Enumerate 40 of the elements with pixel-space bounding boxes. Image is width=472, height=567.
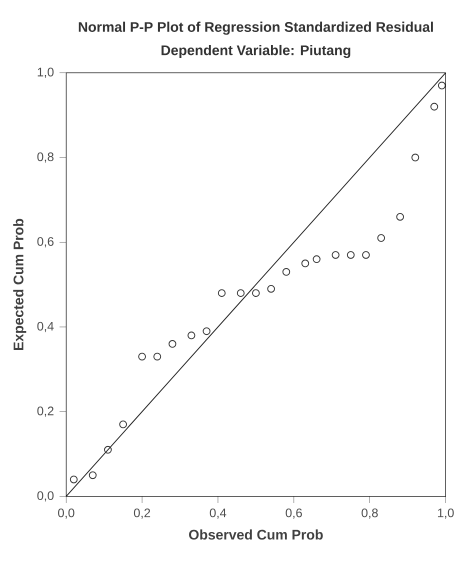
point	[282, 268, 290, 276]
point	[301, 260, 310, 268]
point	[119, 420, 127, 428]
point	[187, 332, 196, 340]
point	[267, 284, 275, 293]
x-axis-title: Observed Cum Prob	[188, 529, 323, 540]
point	[312, 255, 320, 264]
point	[346, 251, 355, 259]
x-tick-label: 0,8	[362, 508, 378, 519]
point	[377, 234, 385, 242]
x-tick-label: 0,2	[134, 508, 150, 519]
point	[236, 289, 245, 297]
x-tick-label: 0,6	[286, 508, 302, 519]
point	[332, 251, 340, 259]
y-tick-label: 0,4	[37, 322, 54, 332]
point	[138, 352, 146, 360]
point	[202, 327, 210, 336]
point	[438, 82, 446, 90]
point	[104, 446, 112, 454]
x-tick-label: 1,0	[438, 508, 454, 519]
point	[218, 289, 226, 297]
point	[252, 289, 260, 297]
x-tick-label: 0,0	[58, 508, 74, 519]
point	[362, 251, 370, 259]
chart-title: Normal P-P Plot of Regression Standardized Residual	[78, 22, 433, 35]
y-tick-label: 0,0	[37, 491, 54, 502]
y-tick-label: 0,2	[37, 406, 54, 417]
y-tick-label: 0,8	[37, 152, 54, 163]
point	[153, 352, 162, 360]
point	[411, 154, 420, 162]
y-tick-label: 0,6	[37, 237, 54, 248]
point	[430, 102, 438, 111]
point	[70, 476, 78, 484]
point	[88, 471, 97, 480]
point	[396, 212, 404, 221]
x-tick-label: 0,4	[210, 508, 226, 519]
point	[168, 340, 176, 348]
y-axis-title: Expected Cum Prob	[13, 218, 26, 350]
chart-subtitle: Dependent Variable: Piutang	[162, 44, 350, 58]
y-tick-label: 1,0	[38, 68, 54, 78]
